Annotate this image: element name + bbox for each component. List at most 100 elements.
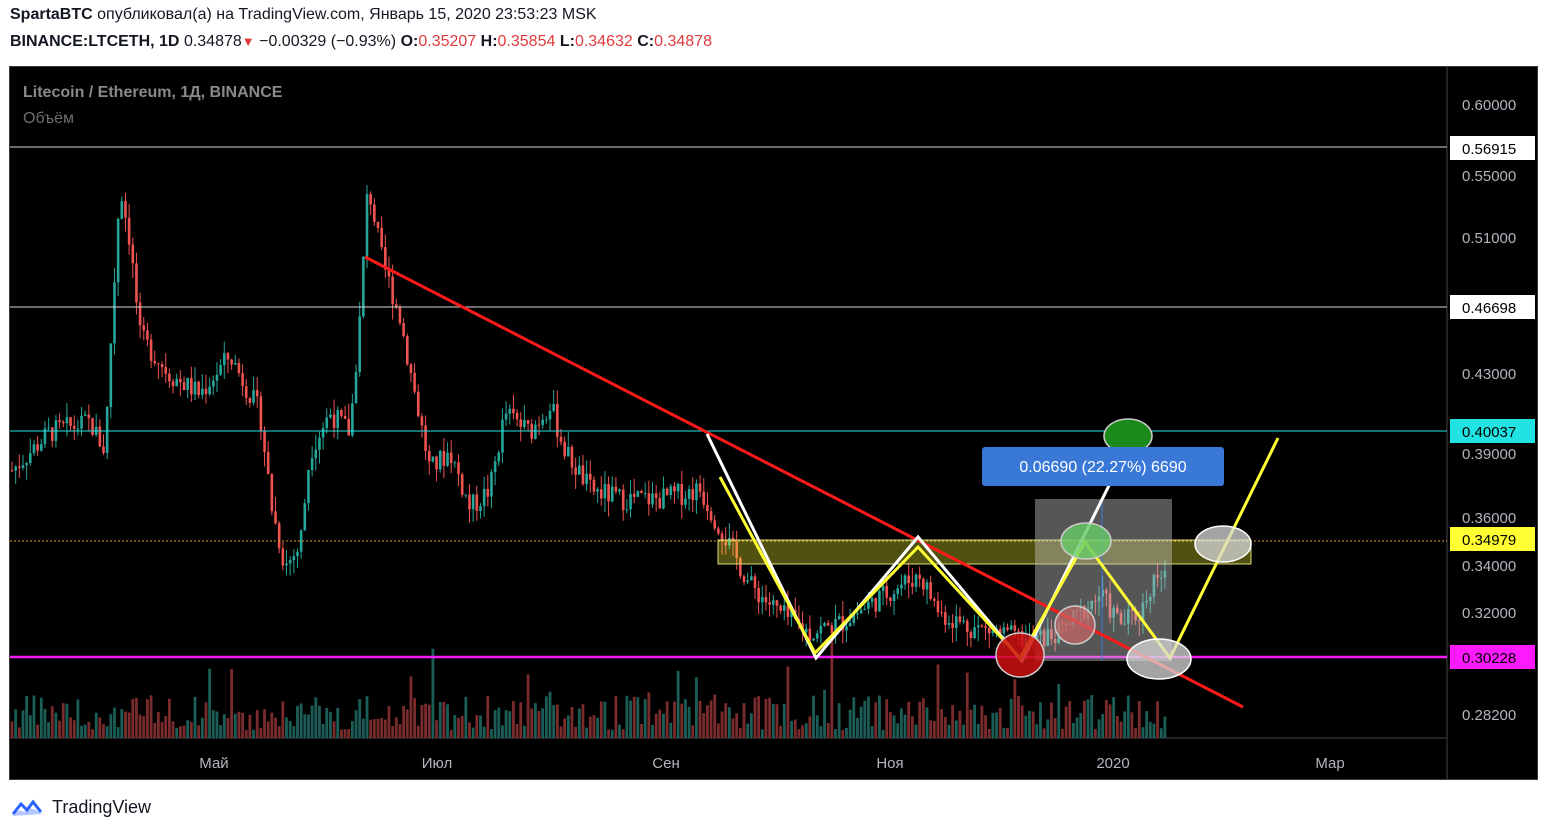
volume-bar	[200, 717, 204, 738]
volume-bar	[1053, 717, 1057, 738]
high-label: H:	[480, 33, 498, 50]
volume-bar	[314, 697, 318, 738]
volume-bar	[819, 726, 823, 738]
candle-body	[815, 633, 819, 639]
volume-bar	[749, 713, 753, 738]
candle-body	[1046, 629, 1050, 646]
author-name[interactable]: SpartaBTC	[10, 6, 93, 23]
candle-body	[512, 408, 515, 413]
volume-bar	[695, 677, 698, 738]
candle-body	[976, 625, 980, 628]
chart-legend-title[interactable]: Litecoin / Ethereum, 1Д, BINANCE	[23, 84, 283, 101]
candle-body	[643, 493, 647, 495]
volume-bar	[211, 710, 215, 738]
volume-bar	[266, 721, 270, 738]
volume-bar	[153, 722, 157, 738]
retest-ellipse-gray[interactable]	[1126, 638, 1192, 680]
candle-body	[277, 523, 281, 549]
volume-bar	[361, 718, 365, 738]
candle-body	[1108, 593, 1112, 618]
candle-body	[1159, 577, 1163, 579]
resistance-zone[interactable]	[717, 539, 1252, 565]
candle-body	[526, 420, 530, 424]
candle-body	[179, 378, 182, 383]
candle-body	[684, 498, 687, 505]
projection-ellipse-gray[interactable]	[1194, 525, 1252, 563]
candle-body	[274, 511, 277, 524]
candle-body	[50, 427, 54, 441]
candle-body	[186, 377, 189, 390]
tradingview-logo[interactable]: TradingView	[10, 796, 151, 818]
volume-bar	[724, 703, 728, 738]
candle-body	[567, 446, 570, 457]
volume-bar	[702, 713, 706, 738]
volume-bar	[932, 721, 936, 738]
chart-area[interactable]: 0.06690 (22.27%) 6690 Litecoin / Ethereu…	[9, 66, 1538, 780]
candle-body	[874, 598, 878, 612]
volume-bar	[43, 708, 47, 738]
volume-bar	[889, 712, 892, 738]
volume-bar	[493, 710, 497, 738]
candle-body	[947, 622, 951, 625]
volume-bar	[442, 701, 446, 738]
volume-bar	[753, 697, 757, 738]
volume-bar	[727, 707, 731, 738]
candle-body	[717, 528, 720, 534]
candle-body	[614, 486, 618, 492]
candle-body	[720, 533, 724, 542]
price-label: 0.56915	[1462, 141, 1516, 158]
candle-body	[848, 623, 852, 627]
volume-bar	[149, 695, 153, 738]
candle-body	[321, 428, 325, 438]
volume-bar	[127, 712, 131, 738]
volume-bar	[782, 703, 786, 738]
volume-bar	[32, 695, 36, 738]
candle-body	[215, 374, 219, 381]
candle-body	[460, 474, 464, 495]
volume-bar	[669, 722, 673, 738]
volume-bar	[523, 725, 526, 738]
candle-body	[845, 626, 848, 631]
candle-body	[944, 612, 947, 625]
volume-legend[interactable]: Объём	[23, 110, 74, 127]
volume-bar	[552, 705, 556, 738]
volume-bar	[413, 698, 416, 738]
volume-bar	[1163, 716, 1167, 738]
candle-body	[662, 488, 665, 509]
volume-bar	[449, 729, 453, 738]
volume-bar	[563, 718, 567, 738]
candle-body	[204, 388, 208, 395]
volume-bar	[519, 702, 523, 738]
candle-body	[190, 377, 193, 395]
candle-body	[222, 353, 226, 366]
volume-bar	[548, 691, 552, 738]
candle-body	[219, 365, 222, 375]
volume-bar	[896, 723, 900, 738]
volume-bar	[431, 648, 435, 738]
x-tick-label: Ноя	[876, 755, 903, 772]
candle-body	[61, 421, 65, 424]
volume-bar	[501, 725, 504, 738]
volume-bar	[471, 727, 475, 738]
candle-body	[142, 325, 146, 331]
candle-body	[889, 597, 892, 601]
volume-bar	[1035, 724, 1039, 738]
volume-bar	[482, 726, 486, 738]
volume-bar	[698, 700, 702, 738]
volume-bar	[599, 701, 603, 738]
trend-line[interactable]	[364, 255, 1244, 709]
candle-body	[676, 483, 680, 492]
candle-body	[182, 382, 186, 390]
chart-svg[interactable]: 0.06690 (22.27%) 6690 Litecoin / Ethereu…	[10, 67, 1537, 779]
pullback-ellipse-red[interactable]	[1054, 605, 1096, 645]
breakout-ellipse-green[interactable]	[1060, 522, 1112, 560]
volume-bar	[530, 708, 534, 738]
volume-bar	[468, 722, 471, 738]
candle-body	[471, 494, 475, 510]
candle-body	[823, 623, 826, 627]
volume-bar	[171, 721, 175, 738]
candle-body	[270, 474, 274, 512]
candle-body	[237, 363, 241, 374]
volume-bar	[830, 637, 834, 738]
bottom-ellipse-red[interactable]	[995, 632, 1045, 678]
